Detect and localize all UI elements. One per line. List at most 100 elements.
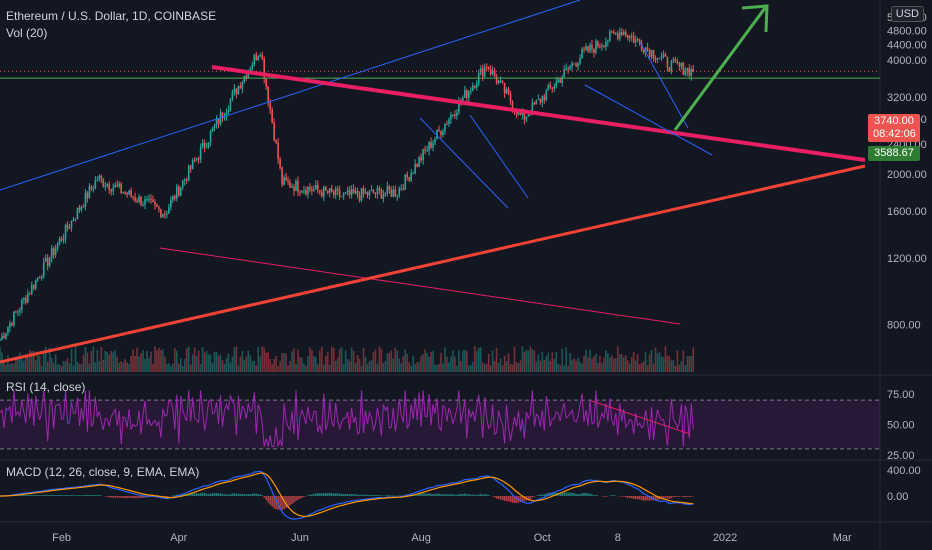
macd-histogram-bar — [479, 493, 482, 496]
macd-histogram-bar — [493, 496, 496, 498]
macd-histogram-bar — [644, 496, 647, 501]
candle-body — [676, 61, 679, 64]
volume-bar — [513, 346, 516, 372]
volume-bar — [162, 349, 164, 372]
macd-histogram-bar — [366, 494, 369, 496]
volume-bar — [102, 359, 105, 372]
macd-histogram-bar — [114, 496, 117, 498]
macd-histogram-bar — [138, 496, 140, 498]
candle-body — [430, 142, 432, 148]
candle-body — [414, 163, 416, 174]
candle-body — [440, 131, 442, 135]
macd-histogram-bar — [551, 492, 554, 496]
macd-histogram-bar — [352, 494, 355, 496]
candle-body — [225, 112, 228, 117]
macd-histogram-bar — [660, 496, 663, 500]
macd-label: MACD (12, 26, close, 9, EMA, EMA) — [6, 465, 200, 479]
volume-bar — [676, 350, 679, 372]
volume-bar — [13, 363, 15, 372]
volume-bar — [332, 347, 335, 372]
macd-histogram-bar — [243, 493, 246, 496]
volume-bar — [422, 354, 424, 372]
macd-histogram-bar — [434, 493, 436, 496]
volume-bar — [382, 363, 385, 372]
rsi-tick-label: 50.00 — [887, 420, 915, 432]
volume-bar — [267, 352, 269, 372]
candle-body — [380, 190, 383, 199]
volume-bar — [94, 362, 97, 372]
candle-body — [585, 46, 587, 50]
volume-bar — [80, 364, 83, 372]
macd-histogram-bar — [364, 494, 367, 496]
volume-bar — [136, 347, 138, 372]
candle-body — [479, 68, 482, 73]
descending-trend-line — [211, 65, 866, 162]
candle-body — [185, 179, 188, 181]
candle-body — [646, 47, 649, 50]
volume-bar — [654, 347, 657, 372]
macd-histogram-bar — [454, 494, 456, 496]
macd-histogram-bar — [543, 494, 546, 496]
candle-body — [297, 180, 299, 192]
macd-histogram-bar — [142, 496, 144, 498]
candle-body — [613, 32, 615, 34]
candle-body — [241, 82, 244, 89]
candle-body — [493, 70, 496, 77]
y-tick-label: 1200.00 — [887, 253, 927, 265]
volume-bar — [499, 358, 502, 372]
candle-body — [428, 142, 430, 151]
volume-bar — [277, 365, 279, 372]
volume-bar — [402, 356, 405, 372]
volume-bar — [23, 360, 25, 372]
macd-histogram-bar — [571, 492, 573, 496]
volume-bar — [348, 360, 351, 372]
candle-body — [144, 199, 146, 205]
candle-body — [183, 179, 186, 181]
candle-body — [106, 184, 109, 187]
candle-body — [471, 85, 474, 91]
volume-bar — [485, 363, 488, 372]
volume-bar — [593, 356, 595, 372]
macd-histogram-bar — [307, 495, 309, 496]
candle-body — [227, 109, 230, 113]
candle-body — [424, 149, 426, 151]
macd-histogram-bar — [523, 496, 526, 502]
candle-body — [124, 192, 126, 194]
x-tick-label: Feb — [52, 532, 71, 544]
macd-histogram-bar — [34, 494, 37, 496]
volume-bar — [650, 349, 653, 372]
volume-bar — [303, 363, 305, 372]
macd-histogram-bar — [607, 496, 609, 497]
volume-bar — [124, 359, 126, 372]
candle-body — [442, 131, 444, 135]
volume-bar — [243, 360, 246, 372]
volume-bar — [86, 352, 89, 372]
volume-bar — [261, 346, 264, 372]
volume-bar — [74, 346, 77, 372]
volume-bar — [245, 356, 248, 372]
volume-bar — [577, 357, 579, 372]
macd-histogram-bar — [384, 495, 387, 496]
volume-bar — [358, 358, 361, 372]
volume-bar — [672, 359, 675, 372]
candle-body — [450, 115, 452, 120]
macd-histogram-bar — [464, 493, 466, 496]
volume-bar — [195, 355, 198, 372]
macd-histogram-bar — [317, 493, 319, 496]
candle-body — [110, 189, 113, 192]
volume-bar — [414, 363, 416, 372]
macd-histogram-bar — [249, 494, 252, 496]
volume-bar — [529, 346, 532, 372]
currency-button[interactable]: USD — [890, 6, 924, 22]
volume-bar — [160, 350, 162, 372]
candle-body — [607, 40, 609, 42]
macd-histogram-bar — [279, 496, 281, 510]
volume-bar — [17, 356, 19, 372]
candle-body — [630, 35, 633, 37]
candle-body — [396, 195, 399, 197]
candle-body — [384, 192, 387, 195]
volume-bar — [299, 356, 301, 372]
macd-histogram-bar — [233, 493, 236, 496]
volume-bar — [364, 356, 367, 372]
